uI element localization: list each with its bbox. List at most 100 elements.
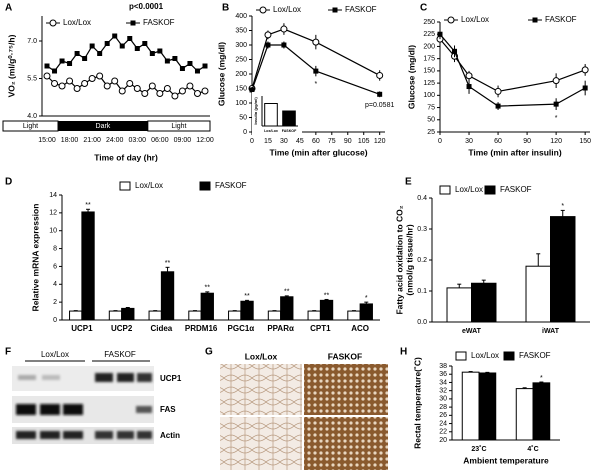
light-phase bbox=[147, 120, 211, 132]
x-tick-label: 120 bbox=[550, 138, 562, 145]
legend-label: FASKOF bbox=[345, 5, 377, 14]
x-tick-label: 0 bbox=[250, 138, 254, 145]
marker bbox=[249, 87, 255, 93]
series-line bbox=[439, 38, 586, 93]
x-tick-label: 18:00 bbox=[61, 137, 79, 144]
bar bbox=[160, 271, 175, 321]
y-tick-label: 200 bbox=[235, 71, 247, 78]
series-line bbox=[439, 33, 586, 107]
legend-swatch bbox=[199, 181, 211, 191]
x-tick-label: eWAT bbox=[462, 328, 482, 335]
legend-label: Lox/Lox bbox=[273, 5, 301, 14]
significance: * bbox=[314, 81, 317, 88]
bar bbox=[446, 287, 473, 323]
marker bbox=[281, 42, 287, 48]
y-axis-title: Relative mRNA expression bbox=[30, 204, 40, 312]
x-tick-label: 4˚C bbox=[527, 445, 538, 453]
marker bbox=[58, 82, 66, 90]
marker bbox=[376, 71, 384, 79]
bar bbox=[347, 310, 361, 321]
x-tick-label: Lox/Lox bbox=[264, 129, 278, 133]
marker bbox=[164, 58, 170, 64]
x-tick-label: 60 bbox=[312, 138, 320, 145]
x-tick-label: 75 bbox=[328, 138, 336, 145]
x-tick-label: 12:00 bbox=[196, 137, 214, 144]
legend-marker bbox=[332, 7, 338, 13]
marker bbox=[119, 43, 125, 49]
x-tick-label: 120 bbox=[374, 138, 386, 145]
y-tick-label: 175 bbox=[423, 56, 435, 63]
panel-letter: B bbox=[222, 3, 229, 14]
bar bbox=[550, 216, 576, 323]
tissue-image bbox=[220, 417, 302, 470]
marker bbox=[313, 68, 319, 74]
marker bbox=[553, 101, 559, 107]
group-label: FASKOF bbox=[104, 350, 136, 359]
y-axis-title: Rectal temperature(˚C) bbox=[412, 357, 422, 449]
y-tick-label: 8 bbox=[53, 245, 57, 252]
marker bbox=[112, 33, 118, 39]
y-tick-label: 22 bbox=[439, 429, 447, 436]
marker bbox=[111, 77, 119, 85]
phase-label: Dark bbox=[96, 123, 111, 130]
legend-marker bbox=[130, 20, 136, 26]
significance: ** bbox=[85, 202, 91, 209]
y-tick-label: 125 bbox=[423, 80, 435, 87]
marker bbox=[494, 87, 502, 95]
significance: ** bbox=[205, 285, 211, 292]
marker bbox=[81, 80, 89, 87]
legend-label: Lox/Lox bbox=[63, 18, 91, 27]
y-axis-title: (nmol/g tissue/hr) bbox=[404, 224, 414, 295]
marker bbox=[163, 85, 171, 92]
y-tick-label: 14 bbox=[49, 192, 57, 199]
y-tick-label: 25 bbox=[427, 129, 435, 136]
marker bbox=[104, 41, 110, 46]
y-tick-label: 400 bbox=[235, 13, 247, 20]
x-tick-label: FASKOF bbox=[282, 129, 297, 133]
y-tick-label: 12 bbox=[49, 210, 57, 217]
significance: ** bbox=[324, 292, 330, 299]
y-tick-label: 36 bbox=[439, 371, 447, 378]
y-tick-label: 0.0 bbox=[417, 319, 427, 326]
x-axis-title: Time (min after glucose) bbox=[269, 147, 367, 157]
bar bbox=[188, 310, 202, 321]
marker bbox=[59, 58, 65, 64]
group-label: FASKOF bbox=[328, 351, 362, 361]
x-tick-label: 06:00 bbox=[151, 137, 169, 144]
y-tick-label: 5.5 bbox=[27, 75, 37, 82]
bar bbox=[471, 282, 497, 323]
bar bbox=[319, 299, 334, 321]
legend-label: FASKOF bbox=[519, 351, 551, 360]
bar bbox=[532, 382, 551, 441]
marker bbox=[103, 82, 111, 90]
marker bbox=[141, 90, 149, 97]
y-tick-label: 75 bbox=[427, 104, 435, 111]
legend-swatch bbox=[484, 185, 496, 195]
significance: p=0.0581 bbox=[365, 102, 394, 109]
marker bbox=[452, 48, 458, 54]
panel-letter: C bbox=[420, 3, 427, 14]
group-label: Lox/Lox bbox=[245, 351, 278, 361]
panel-letter: F bbox=[5, 347, 11, 358]
legend-swatch bbox=[503, 351, 515, 361]
bar bbox=[478, 372, 497, 441]
legend-swatch bbox=[439, 185, 451, 195]
y-tick-label: 0.1 bbox=[417, 288, 427, 295]
significance: ** bbox=[165, 260, 171, 267]
x-tick-label: 30 bbox=[465, 138, 473, 145]
bar bbox=[359, 303, 373, 321]
marker bbox=[179, 66, 185, 71]
marker bbox=[73, 85, 81, 92]
legend-marker bbox=[49, 19, 57, 27]
x-tick-label: ACO bbox=[351, 324, 369, 333]
y-tick-label: 50 bbox=[239, 114, 247, 121]
marker bbox=[44, 63, 50, 69]
y-tick-label: 28 bbox=[439, 404, 447, 411]
y-tick-label: 300 bbox=[235, 42, 247, 49]
bar bbox=[264, 103, 278, 127]
x-tick-label: UCP1 bbox=[71, 324, 93, 333]
y-tick-label: 100 bbox=[423, 92, 435, 99]
marker bbox=[265, 42, 271, 48]
marker bbox=[51, 80, 59, 87]
bar bbox=[267, 310, 282, 321]
